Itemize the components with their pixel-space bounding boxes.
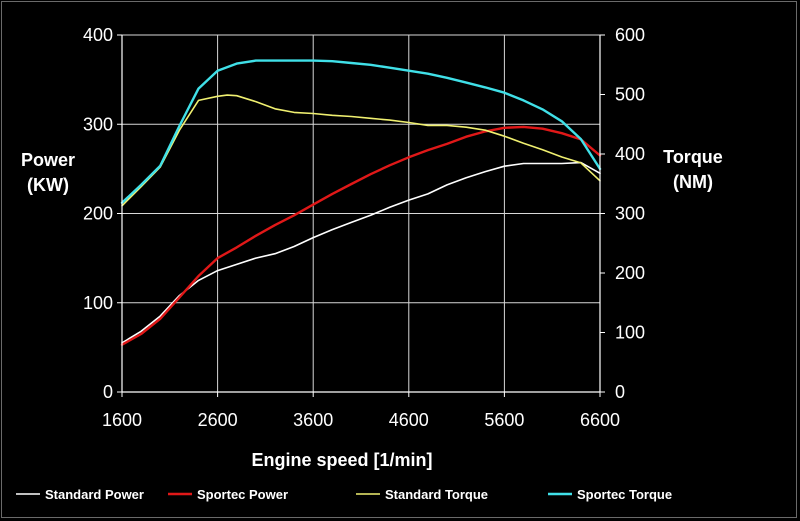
x-tick-label: 3600 [293, 410, 333, 430]
series-line-standard-power [121, 161, 601, 344]
legend-item: Sportec Torque [548, 487, 672, 502]
grid [121, 34, 601, 393]
series-line-standard-torque [121, 94, 601, 207]
y-right-axis-title: (NM) [673, 172, 713, 192]
legend-label: Sportec Power [197, 487, 288, 502]
legend-label: Standard Power [45, 487, 144, 502]
series-line-sportec-power [120, 125, 602, 346]
axis-titles: Engine speed [1/min] Power (KW) Torque (NM) [21, 147, 723, 470]
y-right-axis-title: Torque [663, 147, 723, 167]
legend-label: Standard Torque [385, 487, 488, 502]
y-left-tick-label: 300 [83, 114, 113, 134]
y-left-tick-label: 100 [83, 293, 113, 313]
y-right-tick-label: 500 [615, 85, 645, 105]
axes: 0 100 200 300 400 0 100 200 300 400 500 600 1600 2600… [83, 25, 645, 430]
legend-item: Standard Power [16, 487, 144, 502]
series-lines [120, 59, 602, 346]
y-right-tick-label: 200 [615, 263, 645, 283]
y-left-tick-label: 200 [83, 204, 113, 224]
x-axis-title: Engine speed [1/min] [251, 450, 432, 470]
legend-item: Standard Torque [356, 487, 488, 502]
y-left-tick-label: 400 [83, 25, 113, 45]
y-right-tick-label: 300 [615, 204, 645, 224]
y-left-axis-title: (KW) [27, 175, 69, 195]
x-tick-label: 5600 [484, 410, 524, 430]
x-tick-label: 2600 [198, 410, 238, 430]
y-right-tick-label: 400 [615, 144, 645, 164]
x-tick-label: 1600 [102, 410, 142, 430]
x-tick-label: 6600 [580, 410, 620, 430]
y-left-axis-title: Power [21, 150, 75, 170]
x-tick-label: 4600 [389, 410, 429, 430]
legend-label: Sportec Torque [577, 487, 672, 502]
legend-item: Sportec Power [168, 487, 288, 502]
y-right-tick-label: 0 [615, 382, 625, 402]
y-right-tick-label: 100 [615, 323, 645, 343]
y-left-tick-label: 0 [103, 382, 113, 402]
legend: Standard Power Sportec Power Standard Torq… [16, 487, 672, 502]
y-right-tick-label: 600 [615, 25, 645, 45]
series-line-sportec-torque [120, 59, 602, 205]
